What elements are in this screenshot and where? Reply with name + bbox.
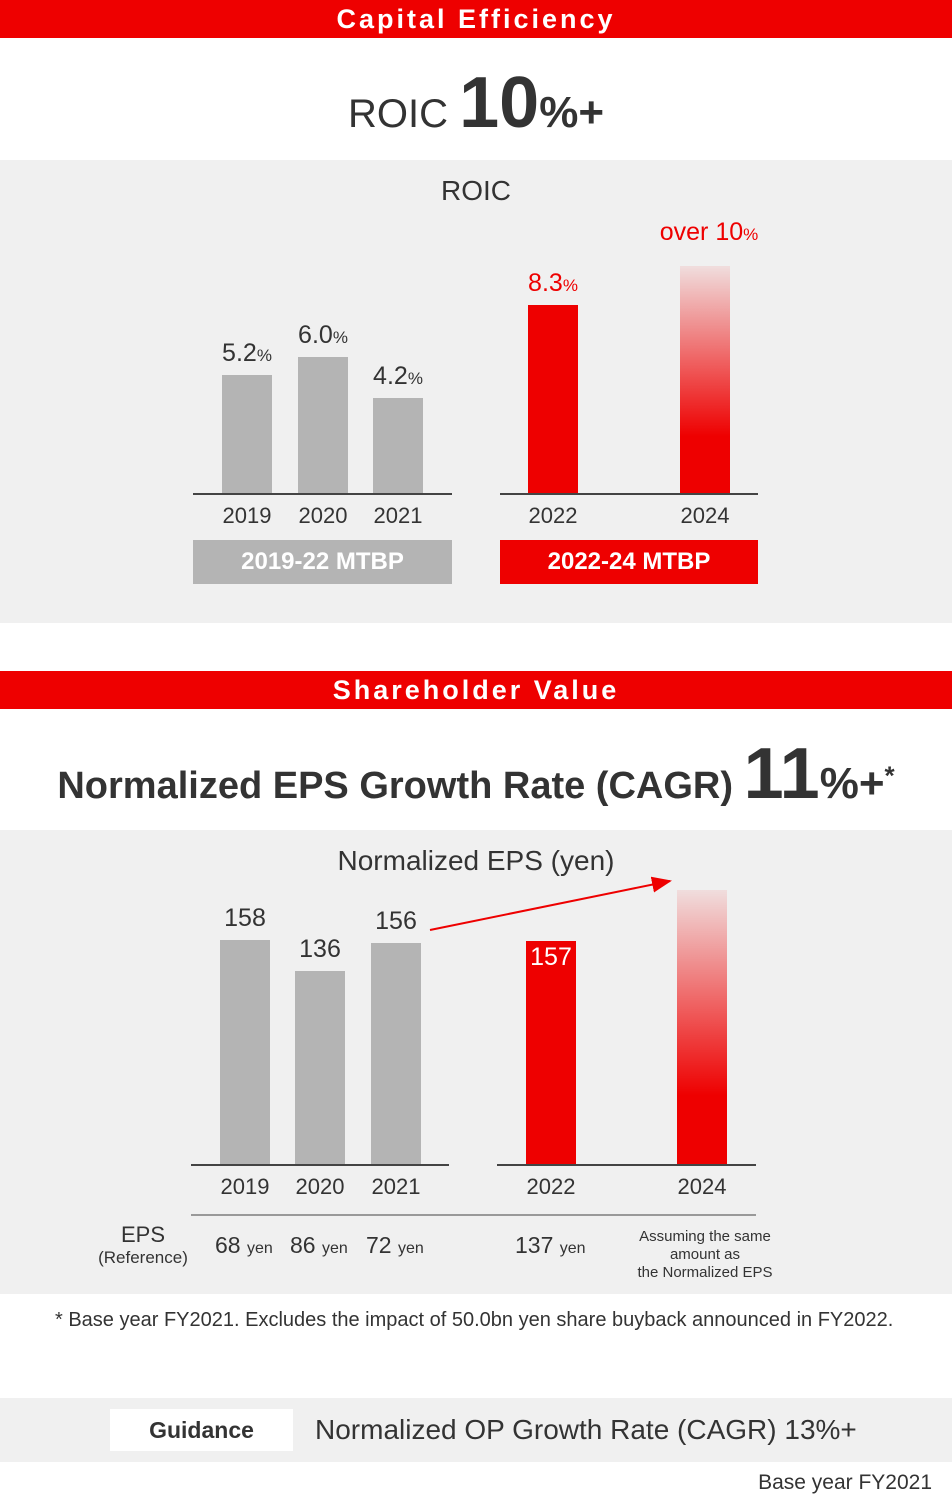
tick-label-2024: 2024 [677,1174,727,1199]
bar-2022 [528,304,578,493]
data-label-2024: over 10% [659,218,759,246]
x-axis-plan [497,1164,756,1166]
x-axis-plan [500,493,758,495]
tick-label-2019: 2019 [222,503,272,528]
footnote-mark: * [884,760,895,791]
eps-2021: 72 yen [366,1232,424,1258]
tick-label-2022: 2022 [528,503,578,528]
shareholder-value-band: Shareholder Value [0,671,952,709]
data-label-2019: 5.2% [222,338,272,367]
x-axis-past [193,493,452,495]
headline-plus: + [578,88,605,137]
eps-2020: 86 yen [290,1232,348,1258]
headline-value: 10 [459,63,540,143]
roic-headline: ROIC 10%+ [0,62,952,144]
bar-2021 [373,397,423,493]
eps-headline: Normalized EPS Growth Rate (CAGR) 11%+* [0,733,952,815]
data-label-2020: 6.0% [298,320,348,349]
group-label-past: 2019-22 MTBP [193,540,452,584]
data-label-2019: 158 [224,903,266,932]
bar-2022 [526,941,576,1164]
data-label-2021: 4.2% [373,361,423,390]
base-year-note: Base year FY2021 [758,1471,932,1494]
bar-2020 [298,356,348,493]
headline-value: 11 [743,734,820,814]
eps-2019: 68 yen [215,1232,273,1258]
data-label-2022: 157 [530,943,572,972]
roic-panel [0,160,952,623]
tick-label-2021: 2021 [371,1174,421,1199]
headline-unit: % [539,88,579,137]
headline-prefix: Normalized EPS Growth Rate (CAGR) [57,765,733,807]
eps-panel [0,830,952,1294]
data-label-2022: 8.3% [528,268,578,297]
bar-2024 [677,890,727,1164]
eps-sublabel: (Reference) [98,1248,188,1267]
bar-2021 [371,942,421,1164]
footnote: * Base year FY2021. Excludes the impact … [55,1309,894,1331]
eps-2022: 137 yen [515,1232,586,1258]
bar-2024 [680,266,730,493]
x-axis-past [191,1164,449,1166]
roic-chart-title: ROIC [441,175,511,206]
data-label-2021: 156 [375,906,417,935]
eps-reference-label: EPS (Reference) [83,1222,203,1268]
headline-plus: + [858,759,885,808]
tick-label-2024: 2024 [680,503,730,528]
tick-label-2022: 2022 [526,1174,576,1199]
data-label-2020: 136 [299,935,341,964]
bar-2020 [295,971,345,1164]
tick-label-2021: 2021 [373,503,423,528]
guidance-label: Guidance [110,1409,293,1451]
headline-prefix: ROIC [347,92,448,136]
eps-2024-note: Assuming the same amount as the Normalized… [637,1228,773,1281]
bar-2019 [222,374,272,493]
group-label-plan: 2022-24 MTBP [500,540,758,584]
tick-label-2020: 2020 [298,503,348,528]
tick-label-2020: 2020 [295,1174,345,1199]
bar-2019 [220,939,270,1164]
eps-divider [191,1214,756,1216]
eps-label: EPS [120,1222,166,1247]
eps-chart-title: Normalized EPS (yen) [337,845,615,876]
guidance-text: Normalized OP Growth Rate (CAGR) 13%+ [315,1414,857,1445]
tick-label-2019: 2019 [220,1174,270,1199]
headline-unit: % [819,759,859,808]
capital-efficiency-band: Capital Efficiency [0,0,952,38]
